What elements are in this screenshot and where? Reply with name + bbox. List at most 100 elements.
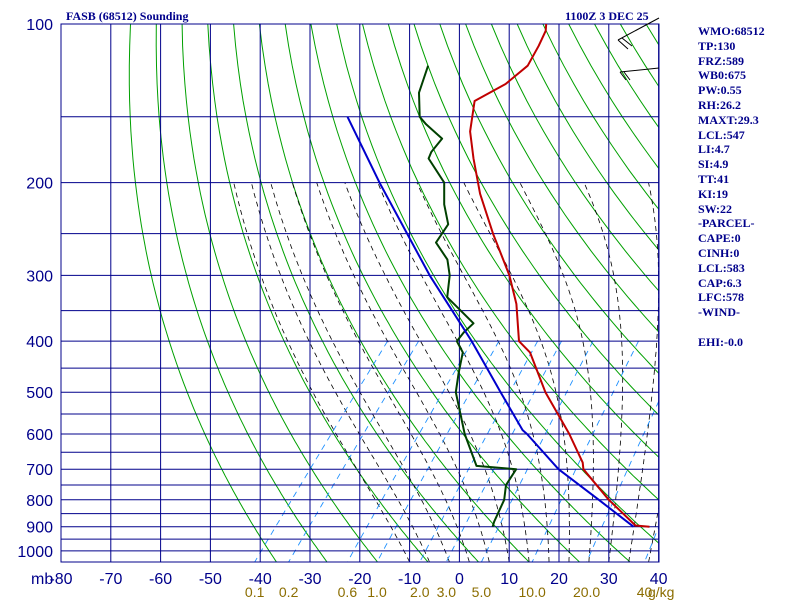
index-row: RH:26.2 [698, 97, 741, 112]
mixing-ratio-line [419, 340, 538, 562]
dry-adiabat [439, 24, 659, 375]
x-tick-label: -70 [99, 571, 122, 588]
index-row: FRZ:589 [698, 53, 744, 68]
y-tick-label: 300 [26, 268, 53, 285]
moist-adiabat [377, 182, 530, 562]
y-tick-label: 600 [26, 427, 53, 444]
moist-adiabat [344, 182, 510, 562]
mixing-ratio-line [376, 340, 500, 562]
dry-adiabat [516, 24, 659, 252]
index-row: TP:130 [698, 38, 736, 53]
moist-adiabat [628, 182, 659, 562]
mixing-ratio-unit-label: g/kg [648, 584, 674, 600]
dry-adiabat [465, 24, 659, 333]
y-tick-label: 200 [26, 176, 53, 193]
x-tick-label: 10 [500, 571, 518, 588]
x-unit-label: mb [31, 571, 53, 588]
index-row: PW:0.55 [698, 83, 742, 98]
dry-adiabat [181, 24, 378, 562]
y-tick-label: 800 [26, 493, 53, 510]
moist-adiabat [416, 182, 550, 562]
station-title: FASB (68512) Sounding [66, 9, 189, 23]
moist-adiabat [233, 182, 410, 562]
dry-adiabat [155, 24, 328, 562]
moist-adiabat [251, 182, 430, 562]
parcel-line [346, 116, 635, 528]
section-header-wind: -WIND- [698, 305, 740, 320]
dewpoint-line [418, 65, 518, 527]
dry-adiabat [362, 24, 659, 501]
mixing-ratio-label: 2.0 [410, 584, 430, 600]
dry-adiabat [413, 24, 659, 417]
plot-frame [60, 23, 660, 563]
index-row: SW:22 [698, 201, 733, 216]
mixing-ratio-label: 0.2 [279, 584, 299, 600]
mixing-ratio-label: 3.0 [437, 584, 457, 600]
dry-adiabat [284, 24, 580, 562]
mixing-ratio-line [531, 340, 639, 562]
mixing-ratio-line [586, 399, 659, 562]
index-row: LI:4.7 [698, 142, 730, 157]
temperature-line [469, 24, 650, 528]
moist-adiabat [291, 182, 470, 562]
mixing-ratio-label: 40 [637, 584, 653, 600]
wind-barb-icon [619, 67, 660, 81]
x-tick-label: 20 [550, 571, 568, 588]
x-tick-label: -60 [149, 571, 172, 588]
dry-adiabat [128, 24, 277, 562]
x-tick-label: -30 [298, 571, 321, 588]
dry-adiabat [233, 24, 479, 562]
spacer [698, 320, 798, 335]
mixing-ratio-label: 5.0 [472, 584, 492, 600]
y-tick-label: 100 [26, 17, 53, 34]
x-tick-label: -50 [199, 571, 222, 588]
background-lines [128, 24, 659, 562]
x-tick-label: -40 [249, 571, 272, 588]
sounding-series [346, 24, 650, 528]
x-tick-label: -20 [348, 571, 371, 588]
mixing-ratio-label: 1.0 [367, 584, 387, 600]
mixing-ratio-line [254, 340, 388, 562]
grid [60, 23, 660, 563]
index-row: WMO:68512 [698, 24, 765, 38]
index-row: CINH:0 [698, 245, 740, 260]
mixing-ratio-line [288, 340, 419, 562]
index-row: LCL:583 [698, 260, 745, 275]
index-row: LCL:547 [698, 127, 745, 142]
x-tick-label: -80 [49, 571, 72, 588]
y-tick-label: 700 [26, 462, 53, 479]
y-tick-label: 900 [26, 520, 53, 537]
y-tick-label: 400 [26, 334, 53, 351]
dry-adiabat [310, 24, 631, 562]
index-row: EHI:-0.0 [698, 334, 744, 349]
index-row: CAP:6.3 [698, 275, 742, 290]
x-tick-label: 30 [600, 571, 618, 588]
x-tick-label: 0 [455, 571, 464, 588]
mixing-ratio-label: 10.0 [519, 584, 546, 600]
x-tick-label: 40 [650, 571, 668, 588]
moist-adiabat [463, 182, 570, 562]
x-tick-label: -10 [398, 571, 421, 588]
moist-adiabat [583, 182, 624, 562]
moist-adiabat [316, 182, 490, 562]
index-row: WB0:675 [698, 68, 747, 83]
wind-barb-icon [617, 17, 660, 50]
indices-panel: WMO:68512 TP:130 FRZ:589 WB0:675 PW:0.55… [698, 24, 798, 350]
dry-adiabat [336, 24, 659, 545]
valid-time: 1100Z 3 DEC 25 [565, 9, 649, 23]
index-row: TT:41 [698, 171, 730, 186]
section-header-parcel: -PARCEL- [698, 216, 755, 231]
moist-adiabat [519, 182, 594, 562]
mixing-ratio-label: 20.0 [573, 584, 600, 600]
dry-adiabat [387, 24, 659, 459]
index-row: SI:4.9 [698, 157, 729, 172]
mixing-ratio-label: 0.1 [245, 584, 265, 600]
index-row: MAXT:29.3 [698, 112, 759, 127]
y-tick-label: 1000 [17, 544, 53, 561]
index-row: KI:19 [698, 186, 729, 201]
y-tick-label: 500 [26, 385, 53, 402]
mixing-ratio-line [445, 340, 562, 562]
mixing-ratio-label: 0.6 [338, 584, 358, 600]
